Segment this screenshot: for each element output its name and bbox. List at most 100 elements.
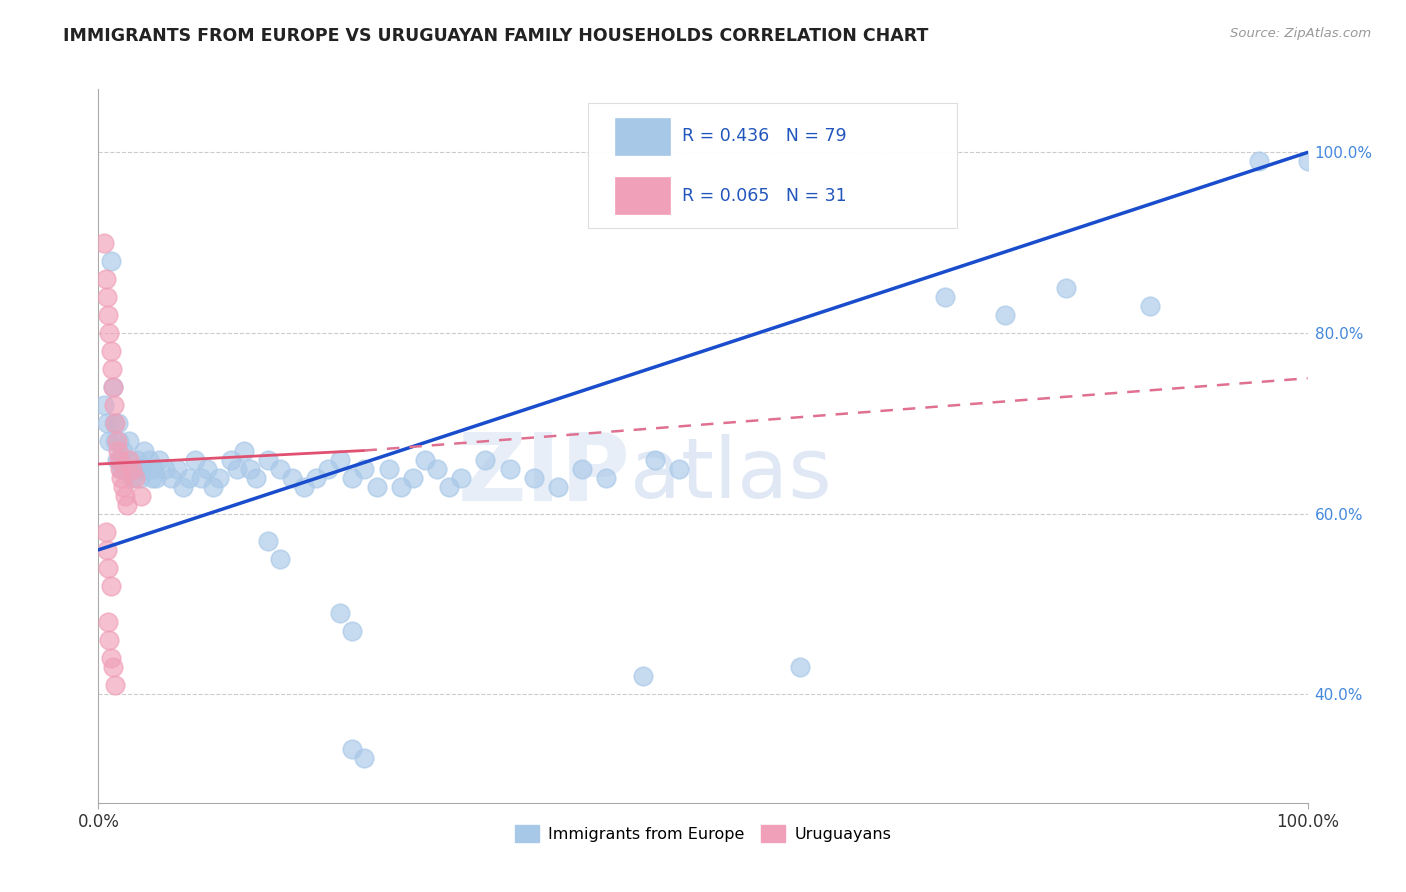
FancyBboxPatch shape: [588, 103, 957, 228]
Point: [353, 750, 375, 764]
Point: [190, 470, 212, 484]
Point: [256, 452, 278, 467]
Point: [118, 434, 141, 449]
Point: [329, 606, 352, 620]
Point: [571, 461, 593, 475]
Point: [221, 452, 243, 467]
Point: [117, 498, 139, 512]
Point: [107, 417, 129, 431]
Point: [450, 470, 472, 484]
Point: [789, 660, 811, 674]
Point: [202, 480, 225, 494]
Point: [108, 452, 131, 467]
Point: [124, 470, 146, 484]
Point: [353, 461, 375, 475]
Point: [103, 398, 125, 412]
Point: [108, 434, 131, 449]
Point: [110, 461, 132, 475]
Point: [1296, 154, 1319, 169]
Point: [134, 443, 156, 458]
Point: [377, 461, 399, 475]
Point: [1249, 154, 1271, 169]
Point: [135, 461, 157, 475]
Point: [269, 461, 291, 475]
Point: [100, 651, 122, 665]
Point: [114, 489, 136, 503]
Point: [96, 417, 118, 431]
Point: [94, 272, 117, 286]
Point: [474, 452, 496, 467]
Point: [101, 660, 124, 674]
Point: [114, 461, 136, 475]
Point: [96, 542, 118, 557]
Point: [994, 308, 1017, 322]
Point: [166, 461, 188, 475]
Point: [1139, 299, 1161, 313]
Text: ZIP: ZIP: [457, 428, 630, 521]
Point: [232, 443, 254, 458]
Point: [108, 452, 131, 467]
Point: [195, 461, 218, 475]
Point: [342, 624, 364, 639]
Point: [256, 533, 278, 548]
Point: [121, 470, 143, 484]
Point: [100, 362, 122, 376]
Point: [281, 470, 304, 484]
Point: [292, 480, 315, 494]
Point: [124, 461, 146, 475]
Point: [127, 452, 149, 467]
Point: [595, 470, 617, 484]
Point: [239, 461, 262, 475]
Text: atlas: atlas: [630, 434, 832, 515]
Point: [184, 452, 207, 467]
Point: [103, 417, 125, 431]
Point: [100, 253, 122, 268]
Text: R = 0.436   N = 79: R = 0.436 N = 79: [682, 128, 846, 145]
Text: IMMIGRANTS FROM EUROPE VS URUGUAYAN FAMILY HOUSEHOLDS CORRELATION CHART: IMMIGRANTS FROM EUROPE VS URUGUAYAN FAMI…: [63, 27, 928, 45]
Point: [498, 461, 520, 475]
Point: [118, 452, 141, 467]
Point: [101, 380, 124, 394]
Point: [111, 480, 134, 494]
Point: [104, 434, 127, 449]
Point: [329, 452, 352, 467]
Point: [104, 678, 127, 692]
Point: [426, 461, 449, 475]
Point: [145, 470, 167, 484]
Point: [100, 344, 122, 359]
Point: [208, 470, 231, 484]
Point: [105, 452, 128, 467]
Point: [98, 434, 121, 449]
Point: [98, 326, 121, 340]
Point: [153, 461, 176, 475]
Point: [100, 579, 122, 593]
Point: [108, 461, 131, 475]
Point: [129, 489, 152, 503]
Point: [97, 561, 120, 575]
Point: [138, 452, 160, 467]
Point: [342, 741, 364, 756]
Point: [107, 443, 129, 458]
Point: [141, 470, 163, 484]
Text: Source: ZipAtlas.com: Source: ZipAtlas.com: [1230, 27, 1371, 40]
Point: [413, 452, 436, 467]
Point: [111, 443, 134, 458]
Point: [402, 470, 425, 484]
Point: [105, 434, 128, 449]
FancyBboxPatch shape: [614, 118, 671, 155]
Point: [389, 480, 412, 494]
Point: [160, 470, 183, 484]
Point: [104, 417, 127, 431]
Point: [143, 461, 166, 475]
Point: [98, 633, 121, 648]
Point: [131, 461, 153, 475]
Point: [120, 461, 142, 475]
Point: [96, 290, 118, 304]
Point: [269, 552, 291, 566]
Point: [1054, 281, 1077, 295]
Point: [97, 308, 120, 322]
Point: [934, 290, 956, 304]
Legend: Immigrants from Europe, Uruguayans: Immigrants from Europe, Uruguayans: [509, 819, 897, 848]
Point: [97, 615, 120, 629]
Point: [94, 524, 117, 539]
